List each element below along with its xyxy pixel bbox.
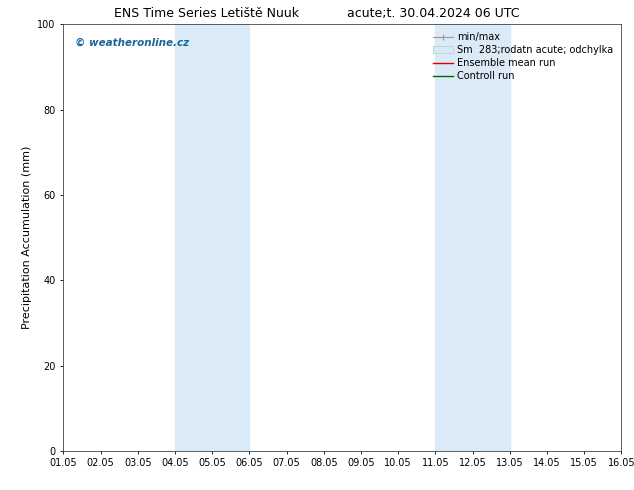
Bar: [436, 24, 510, 451]
Text: acute;t. 30.04.2024 06 UTC: acute;t. 30.04.2024 06 UTC: [347, 7, 520, 21]
Legend: min/max, Sm  283;rodatn acute; odchylka, Ensemble mean run, Controll run: min/max, Sm 283;rodatn acute; odchylka, …: [430, 29, 616, 84]
Y-axis label: Precipitation Accumulation (mm): Precipitation Accumulation (mm): [22, 146, 32, 329]
Bar: [175, 24, 249, 451]
Text: ENS Time Series Letiště Nuuk: ENS Time Series Letiště Nuuk: [114, 7, 299, 21]
Text: © weatheronline.cz: © weatheronline.cz: [75, 37, 189, 48]
